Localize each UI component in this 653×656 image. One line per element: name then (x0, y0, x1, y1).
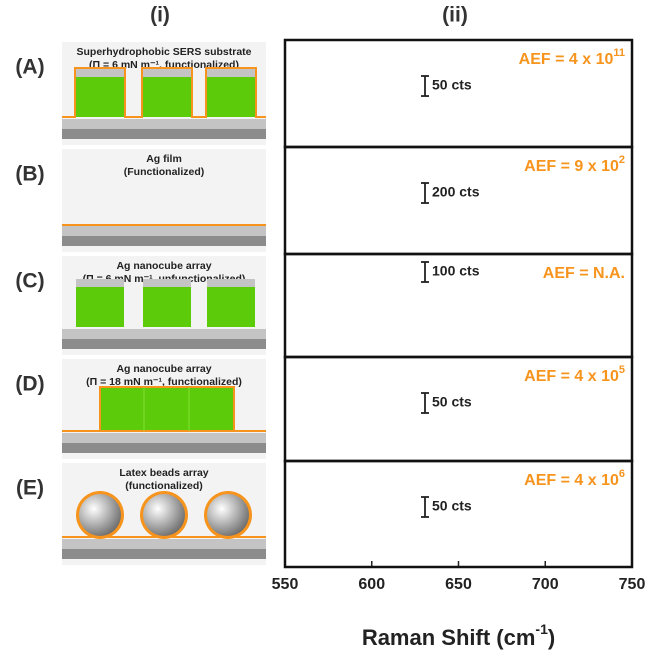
x-tick-label: 600 (358, 576, 385, 593)
substrate-light (62, 329, 266, 339)
panel-label: (D) (15, 373, 44, 396)
schematic-subtitle: (Functionalized) (124, 166, 205, 178)
panel-label: (B) (15, 163, 44, 186)
cube (207, 287, 255, 327)
x-label-text: Raman Shift (cm (362, 625, 536, 650)
substrate-dark (62, 549, 266, 559)
substrate-light (62, 433, 266, 443)
cube-cap (76, 279, 124, 287)
ag-coating (62, 67, 266, 118)
aef-text: AEF = N.A. (543, 265, 625, 282)
cube-cap (207, 279, 255, 287)
schematic-subtitle: (Π = 6 mN m⁻¹, functionalized) (89, 59, 239, 71)
aef-exponent: 5 (619, 364, 625, 376)
x-tick-label: 550 (272, 576, 299, 593)
cube (76, 77, 124, 117)
panel-label: (E) (16, 477, 44, 500)
scale-label: 50 cts (432, 77, 472, 93)
aef-exponent: 11 (613, 47, 625, 59)
aef-text: AEF = 4 x 10 (524, 368, 619, 385)
aef-annotation: AEF = 4 x 1011 (519, 47, 625, 68)
column-header: (ii) (442, 4, 468, 27)
substrate-light (62, 226, 266, 236)
aef-text: AEF = 9 x 10 (524, 158, 619, 175)
cube-cap (143, 69, 191, 77)
aef-exponent: 6 (619, 468, 625, 480)
bead (79, 494, 121, 536)
cube (207, 77, 255, 117)
schematic-subtitle: (Π = 18 mN m⁻¹, functionalized) (86, 376, 242, 388)
aef-annotation: AEF = N.A. (543, 265, 625, 282)
aef-exponent: 2 (619, 154, 625, 166)
aef-text: AEF = 4 x 10 (519, 51, 614, 68)
cube (143, 287, 191, 327)
substrate-dark (62, 443, 266, 453)
substrate-dark (62, 129, 266, 139)
substrate-dark (62, 339, 266, 349)
substrate-light (62, 539, 266, 549)
bead (207, 494, 249, 536)
x-tick-label: 700 (532, 576, 559, 593)
cube (143, 77, 191, 117)
aef-annotation: AEF = 4 x 106 (524, 468, 625, 489)
panel-label: (C) (15, 270, 44, 293)
x-label-end: ) (548, 625, 555, 650)
x-label-sup: -1 (535, 621, 548, 637)
substrate-light (62, 119, 266, 129)
aef-annotation: AEF = 9 x 102 (524, 154, 625, 175)
scale-label: 50 cts (432, 394, 472, 410)
schematic-title: Ag film (146, 153, 182, 165)
panel-label: (A) (15, 56, 44, 79)
schematic-title: Ag nanocube array (116, 260, 211, 272)
x-axis-label: Raman Shift (cm-1) (362, 621, 555, 650)
cube-cap (76, 69, 124, 77)
cube-cap (143, 279, 191, 287)
scale-label: 50 cts (432, 498, 472, 514)
x-tick-label: 750 (619, 576, 646, 593)
schematic-title: Superhydrophobic SERS substrate (76, 46, 251, 58)
schematic-subtitle: (functionalized) (125, 480, 203, 492)
scale-label: 200 cts (432, 184, 480, 200)
schematic-title: Latex beads array (119, 467, 208, 479)
schematic-title: Ag nanocube array (116, 363, 211, 375)
aef-annotation: AEF = 4 x 105 (524, 364, 625, 385)
plot-frame (283, 459, 634, 569)
x-tick-label: 650 (445, 576, 472, 593)
substrate-dark (62, 236, 266, 246)
cube (76, 287, 124, 327)
cube-block (99, 386, 235, 432)
cube-cap (207, 69, 255, 77)
aef-text: AEF = 4 x 10 (524, 472, 619, 489)
scale-label: 100 cts (432, 263, 480, 279)
bead (143, 494, 185, 536)
column-header: (i) (150, 4, 170, 27)
ag-film (62, 224, 266, 226)
